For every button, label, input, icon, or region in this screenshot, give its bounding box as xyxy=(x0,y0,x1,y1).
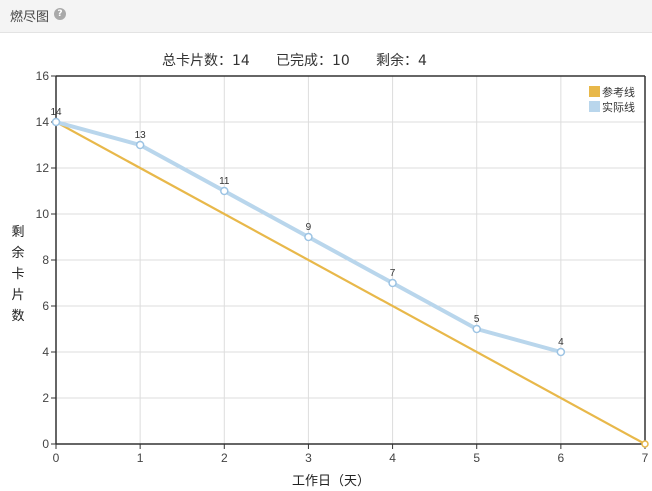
x-tick-label: 2 xyxy=(221,451,228,465)
y-axis-title: 剩余卡片数 xyxy=(11,225,25,324)
y-tick-label: 4 xyxy=(42,345,49,359)
remaining-cards-stat: 剩余：4 xyxy=(376,53,427,69)
reference-point xyxy=(641,440,649,448)
x-tick-label: 7 xyxy=(642,451,649,465)
chart-legend: 参考线 实际线 xyxy=(589,84,635,114)
reference-line xyxy=(55,121,646,445)
completed-cards-stat: 已完成：10 xyxy=(276,53,350,69)
actual-point xyxy=(472,324,481,334)
x-tick-label: 3 xyxy=(305,451,312,465)
y-tick-label: 14 xyxy=(36,115,50,129)
y-tick-label: 8 xyxy=(42,253,49,267)
legend-swatch-actual xyxy=(589,101,600,112)
legend-item-reference[interactable]: 参考线 xyxy=(589,84,635,99)
actual-data-label: 14 xyxy=(50,107,62,118)
y-tick-label: 6 xyxy=(42,299,49,313)
actual-data-label: 4 xyxy=(558,337,564,348)
x-axis-title: 工作日（天） xyxy=(292,474,371,489)
y-tick-label: 12 xyxy=(36,161,50,175)
x-tick-label: 6 xyxy=(558,451,565,465)
y-tick-label: 0 xyxy=(42,437,49,451)
legend-label-actual: 实际线 xyxy=(602,100,635,114)
total-cards-stat: 总卡片数：14 xyxy=(162,53,250,69)
actual-point xyxy=(135,140,145,150)
x-tick-label: 5 xyxy=(473,451,480,465)
panel-header: 燃尽图 ? xyxy=(0,0,652,33)
actual-point xyxy=(51,117,61,127)
actual-data-label: 7 xyxy=(390,268,396,279)
actual-point xyxy=(304,232,313,242)
panel-title: 燃尽图 xyxy=(10,10,50,25)
y-tick-label: 2 xyxy=(42,391,49,405)
question-circle-icon[interactable]: ? xyxy=(54,8,66,20)
y-tick-label: 16 xyxy=(36,69,50,83)
actual-point xyxy=(220,186,229,196)
actual-data-label: 5 xyxy=(474,314,480,325)
actual-data-label: 9 xyxy=(306,222,312,233)
legend-swatch-reference xyxy=(589,86,600,97)
x-tick-label: 1 xyxy=(137,451,144,465)
actual-data-label: 13 xyxy=(135,130,147,141)
x-tick-label: 0 xyxy=(53,451,60,465)
x-tick-label: 4 xyxy=(389,451,396,465)
y-tick-label: 10 xyxy=(36,207,50,221)
actual-point xyxy=(388,278,397,288)
actual-point xyxy=(556,347,566,357)
legend-label-reference: 参考线 xyxy=(602,85,635,99)
legend-item-actual[interactable]: 实际线 xyxy=(589,99,635,114)
actual-data-label: 11 xyxy=(219,176,230,187)
